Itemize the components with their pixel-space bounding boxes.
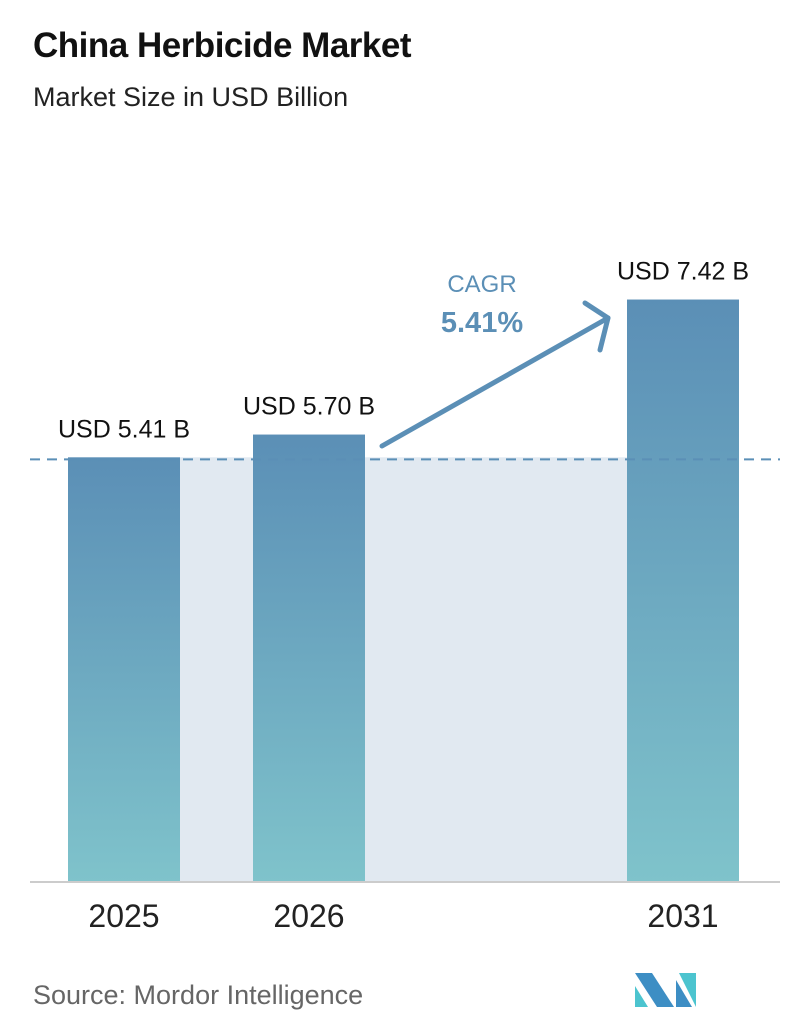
cagr-label: CAGR (447, 271, 516, 298)
baseline-band (180, 457, 627, 882)
source-text: Source: Mordor Intelligence (33, 980, 364, 1010)
x-tick-label-2031: 2031 (647, 898, 718, 934)
x-tick-label-2025: 2025 (88, 898, 159, 934)
chart-title: China Herbicide Market (33, 26, 412, 65)
data-label-2031: USD 7.42 B (617, 258, 749, 286)
bar-2026 (253, 434, 365, 882)
bar-2025 (68, 457, 180, 882)
mordor-logo (635, 973, 696, 1007)
cagr-arrow-shaft (379, 315, 611, 449)
data-label-2025: USD 5.41 B (58, 415, 190, 443)
cagr-arrow-head (582, 300, 611, 353)
bar-2031 (627, 299, 739, 882)
cagr-value: 5.41% (441, 307, 523, 339)
data-label-2026: USD 5.70 B (243, 393, 375, 421)
chart-subtitle: Market Size in USD Billion (33, 82, 349, 112)
x-tick-label-2026: 2026 (273, 898, 344, 934)
bar-chart: USD 5.41 B 2025 USD 5.70 B 2026 USD 7.42 B 20… (30, 258, 780, 934)
